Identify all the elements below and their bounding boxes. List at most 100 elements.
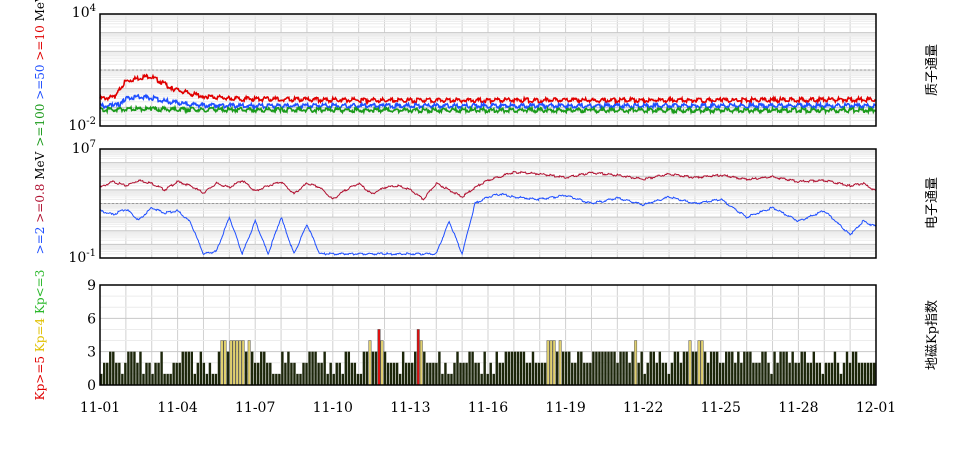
kp-bar xyxy=(444,362,447,385)
kp-bar xyxy=(389,362,393,385)
kp-bar xyxy=(392,362,396,385)
kp-bar xyxy=(386,362,390,385)
kp-bar xyxy=(737,351,740,385)
kp-bar xyxy=(148,362,151,385)
kp-bar xyxy=(447,373,450,385)
kp-bar xyxy=(438,351,441,385)
kp-bar xyxy=(782,351,785,385)
kp-ytick: 6 xyxy=(87,311,96,327)
kp-bar xyxy=(178,362,181,385)
kp-bar xyxy=(257,362,260,385)
kp-bar xyxy=(181,351,184,385)
kp-bar xyxy=(407,362,411,385)
kp-bar xyxy=(465,362,468,385)
kp-bar xyxy=(869,362,873,385)
proton-flux-panel: 104 10-2 >=100 >=50 >=10 MeV 质子通量 xyxy=(33,0,940,147)
kp-bar xyxy=(568,351,571,385)
x-tick-label: 11-07 xyxy=(235,400,275,416)
kp-bar xyxy=(812,351,816,385)
kp-bar xyxy=(504,351,508,385)
kp-bar xyxy=(293,362,296,385)
kp-bar xyxy=(845,351,849,385)
electron-frame xyxy=(99,148,877,259)
kp-bar xyxy=(220,340,224,386)
kp-bar xyxy=(803,351,806,385)
kp-bar xyxy=(866,362,870,385)
kp-bar xyxy=(734,362,737,385)
kp-bar xyxy=(706,362,710,385)
kp-bar xyxy=(338,362,341,385)
kp-bar xyxy=(335,362,338,385)
kp-bar xyxy=(193,373,197,385)
kp-bar xyxy=(495,351,498,385)
kp-bar xyxy=(679,362,683,385)
kp-bar xyxy=(749,351,752,385)
kp-grid xyxy=(99,285,877,385)
kp-bar xyxy=(232,340,236,386)
x-tick-label: 11-28 xyxy=(778,400,818,416)
kp-bar xyxy=(302,362,305,385)
kp-bar xyxy=(492,373,495,385)
kp-bar xyxy=(631,351,634,385)
kp-bar xyxy=(818,362,822,385)
kp-bar xyxy=(670,362,674,385)
label-part: >=2 xyxy=(33,227,47,255)
kp-bar xyxy=(371,351,375,385)
kp-bar xyxy=(290,362,293,385)
kp-bar xyxy=(214,373,218,385)
proton-channel-label: >=100 >=50 >=10 MeV xyxy=(33,0,47,147)
x-tick-label: 11-16 xyxy=(468,400,508,416)
kp-bar xyxy=(577,351,580,385)
kp-bar xyxy=(323,351,326,385)
kp-bar xyxy=(586,362,589,385)
kp-bar xyxy=(401,351,405,385)
kp-bar xyxy=(368,340,372,386)
kp-bar xyxy=(229,340,233,386)
kp-bar xyxy=(103,362,106,385)
kp-bar xyxy=(664,362,668,385)
kp-ytick: 3 xyxy=(87,345,96,361)
kp-bar xyxy=(580,351,583,385)
kp-bar xyxy=(685,351,689,385)
kp-bar xyxy=(244,351,248,385)
kp-bar xyxy=(728,351,731,385)
kp-bar xyxy=(486,373,489,385)
kp-bar xyxy=(341,373,344,385)
kp-bar xyxy=(380,340,384,386)
kp-bar xyxy=(785,351,788,385)
kp-bar xyxy=(377,329,381,386)
kp-bar xyxy=(190,351,193,385)
kp-bar xyxy=(260,351,263,385)
kp-bar xyxy=(419,340,423,386)
kp-bar xyxy=(528,362,532,385)
x-tick-label: 11-22 xyxy=(623,400,663,416)
kp-bar xyxy=(643,373,646,385)
kp-bar xyxy=(637,362,640,385)
kp-bar xyxy=(163,373,166,385)
kp-bar xyxy=(549,340,553,386)
kp-bar xyxy=(344,351,347,385)
kp-bar xyxy=(501,362,505,385)
kp-bar xyxy=(223,340,227,386)
kp-bar xyxy=(652,351,655,385)
kp-bar xyxy=(187,351,190,385)
kp-bar xyxy=(752,362,755,385)
kp-bar xyxy=(561,351,565,385)
kp-bar xyxy=(703,351,707,385)
kp-bar xyxy=(658,351,662,385)
kp-bar xyxy=(281,351,284,385)
kp-bar xyxy=(755,362,758,385)
kp-bar xyxy=(166,373,169,385)
kp-bar xyxy=(555,351,559,385)
kp-bar xyxy=(426,362,429,385)
kp-bar xyxy=(154,362,157,385)
kp-bar xyxy=(601,351,604,385)
kp-bar xyxy=(610,351,613,385)
kp-bar xyxy=(456,351,459,385)
kp-bar xyxy=(184,351,187,385)
kp-bar xyxy=(510,351,514,385)
x-tick-label: 12-01 xyxy=(856,400,896,416)
kp-bar xyxy=(682,351,686,385)
kp-bar xyxy=(121,373,124,385)
kp-bar xyxy=(263,351,266,385)
